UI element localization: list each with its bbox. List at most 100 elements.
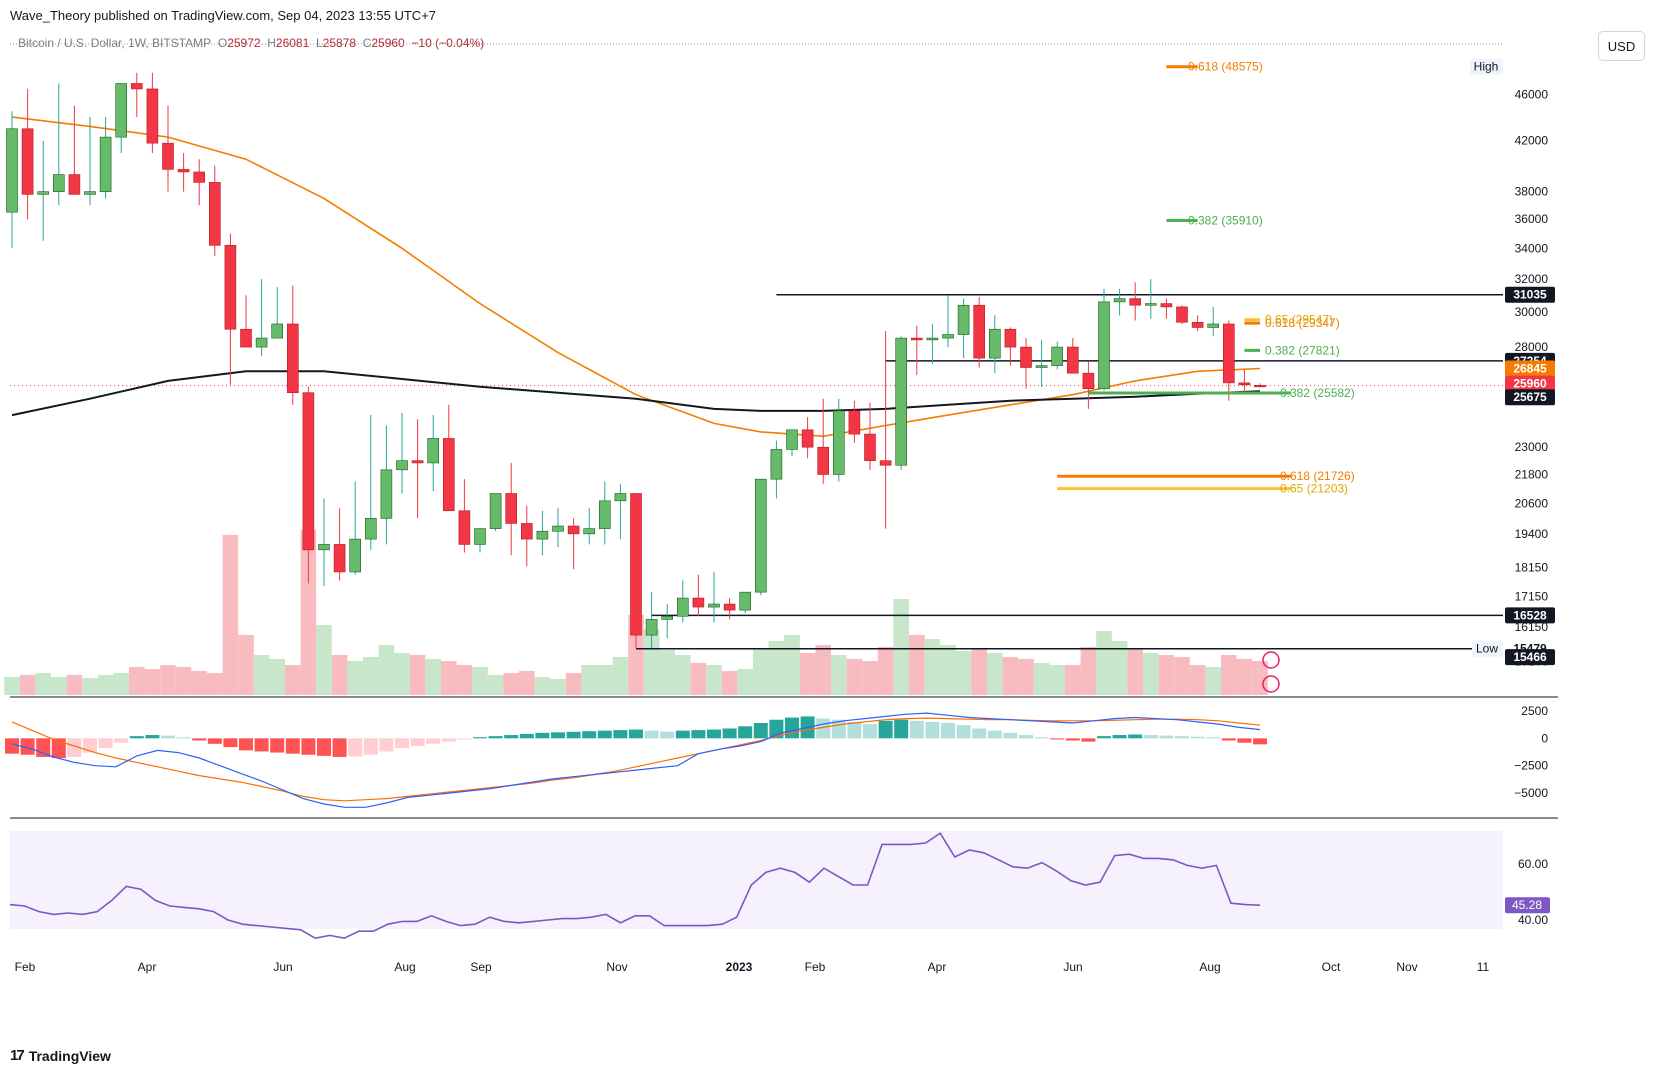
candle-body [224, 244, 237, 330]
candle-body [489, 493, 502, 529]
rsi-tick-label: 60.00 [1518, 857, 1548, 871]
volume-bar [831, 655, 847, 695]
volume-bar [1189, 665, 1206, 695]
price-tick-label: 23000 [1515, 440, 1549, 454]
macd-histogram-bar [956, 725, 971, 739]
macd-histogram-bar [457, 738, 472, 740]
volume-bar [1080, 647, 1097, 695]
price-tag: 16528 [1513, 608, 1547, 622]
high-value: 26081 [275, 36, 310, 50]
macd-histogram-bar [987, 730, 1002, 739]
macd-histogram-bar [909, 720, 924, 739]
rsi-line [9, 832, 1261, 940]
moving-averages [11, 116, 1261, 438]
volume-bar [425, 659, 441, 695]
macd-histogram-bar [5, 738, 19, 754]
price-tag: 25675 [1513, 390, 1547, 404]
currency-button[interactable]: USD [1598, 31, 1645, 61]
volume-bar [597, 665, 613, 695]
volume-bar [753, 649, 769, 695]
fib-label: 0.382 (27821) [1265, 343, 1340, 357]
symbol-name: Bitcoin / U.S. Dollar, 1W, BITSTAMP [18, 36, 212, 50]
macd-histogram-bar [1081, 738, 1096, 742]
candle-body [1191, 321, 1204, 328]
close-value: 25960 [371, 36, 405, 50]
price-tag-bg [1505, 389, 1555, 406]
macd-histogram-bar [301, 738, 316, 755]
volume-bar [1143, 653, 1159, 695]
macd-histogram-bar [254, 738, 269, 752]
ema-long-line [11, 370, 1261, 417]
candle-body [942, 334, 954, 339]
price-tag: 26845 [1513, 362, 1547, 376]
macd-histogram-bar [1065, 738, 1080, 741]
macd-histogram-bar [51, 738, 66, 759]
candle-body [1067, 346, 1079, 374]
macd-histogram-bar [1019, 735, 1033, 739]
candle-body [68, 174, 81, 195]
macd-histogram-bar [972, 728, 987, 739]
macd-histogram-bar [1112, 735, 1127, 739]
candle-body [411, 460, 424, 464]
volume-bar [300, 530, 317, 695]
fib-label: 0.618 (21726) [1280, 469, 1355, 483]
volume-bar [113, 673, 129, 695]
candle-body [910, 337, 923, 341]
price-tag-bg [1505, 286, 1555, 303]
macd-histogram-bar [239, 738, 253, 751]
footer-brand[interactable]: 17 TradingView [10, 1047, 111, 1064]
macd-histogram-bar [192, 738, 207, 741]
macd-histogram-bar [129, 736, 144, 739]
tradingview-logo-icon: 17 [10, 1047, 25, 1064]
macd-histogram-bar [597, 730, 612, 739]
candles [6, 72, 1266, 649]
candle-body [1176, 306, 1188, 323]
macd-histogram-bar [1003, 732, 1018, 739]
candle-body [786, 429, 798, 450]
candle-body [474, 528, 486, 545]
volume-bar [737, 669, 753, 695]
candle-body [1223, 323, 1235, 384]
volume-bar [207, 673, 223, 695]
volume-bar [519, 671, 535, 695]
candle-body [645, 619, 658, 636]
volume-bar [799, 653, 816, 695]
candle-body [614, 493, 627, 502]
price-tick-label: 17150 [1515, 590, 1549, 604]
macd-histogram-bar [1206, 737, 1221, 739]
rsi-value-tag-bg [1505, 897, 1550, 914]
macd-histogram-bar [504, 735, 519, 739]
candle-body [988, 328, 1001, 359]
volume-bar [1065, 665, 1081, 695]
time-tick-label: Jun [273, 960, 292, 974]
candle-body [661, 615, 674, 620]
macd-histogram-bar [1159, 735, 1174, 739]
macd-histogram-bar [1034, 737, 1049, 739]
price-axis: 46000 42000 38000 36000 34000 32000 30000 28000… [1470, 58, 1549, 668]
macd-tick-label: −5000 [1514, 786, 1548, 800]
candle-body [754, 478, 767, 593]
price-tick-label: 42000 [1515, 134, 1549, 148]
volume-bar [1221, 655, 1237, 695]
candle-body [84, 191, 96, 195]
low-label: L [315, 36, 323, 50]
volume-bar [378, 645, 395, 695]
macd-histogram-bar [332, 738, 347, 757]
volume-bar [222, 535, 239, 695]
candle-body [520, 523, 533, 540]
rsi-tick-label: 40.00 [1518, 913, 1548, 927]
volume-bar [550, 679, 566, 695]
volume-bar [971, 649, 987, 695]
volume-bar [1127, 649, 1143, 695]
time-tick-label: Aug [394, 960, 415, 974]
candle-body [458, 510, 471, 545]
candle-body [177, 169, 190, 173]
volume-bar [4, 677, 20, 695]
time-tick-label: Apr [928, 960, 947, 974]
time-tick-label: Jun [1063, 960, 1082, 974]
volume-bar [160, 665, 176, 695]
price-tick-label: 28000 [1515, 340, 1549, 354]
macd-tick-label: −2500 [1514, 759, 1548, 773]
macd-histogram-bar [629, 729, 643, 739]
